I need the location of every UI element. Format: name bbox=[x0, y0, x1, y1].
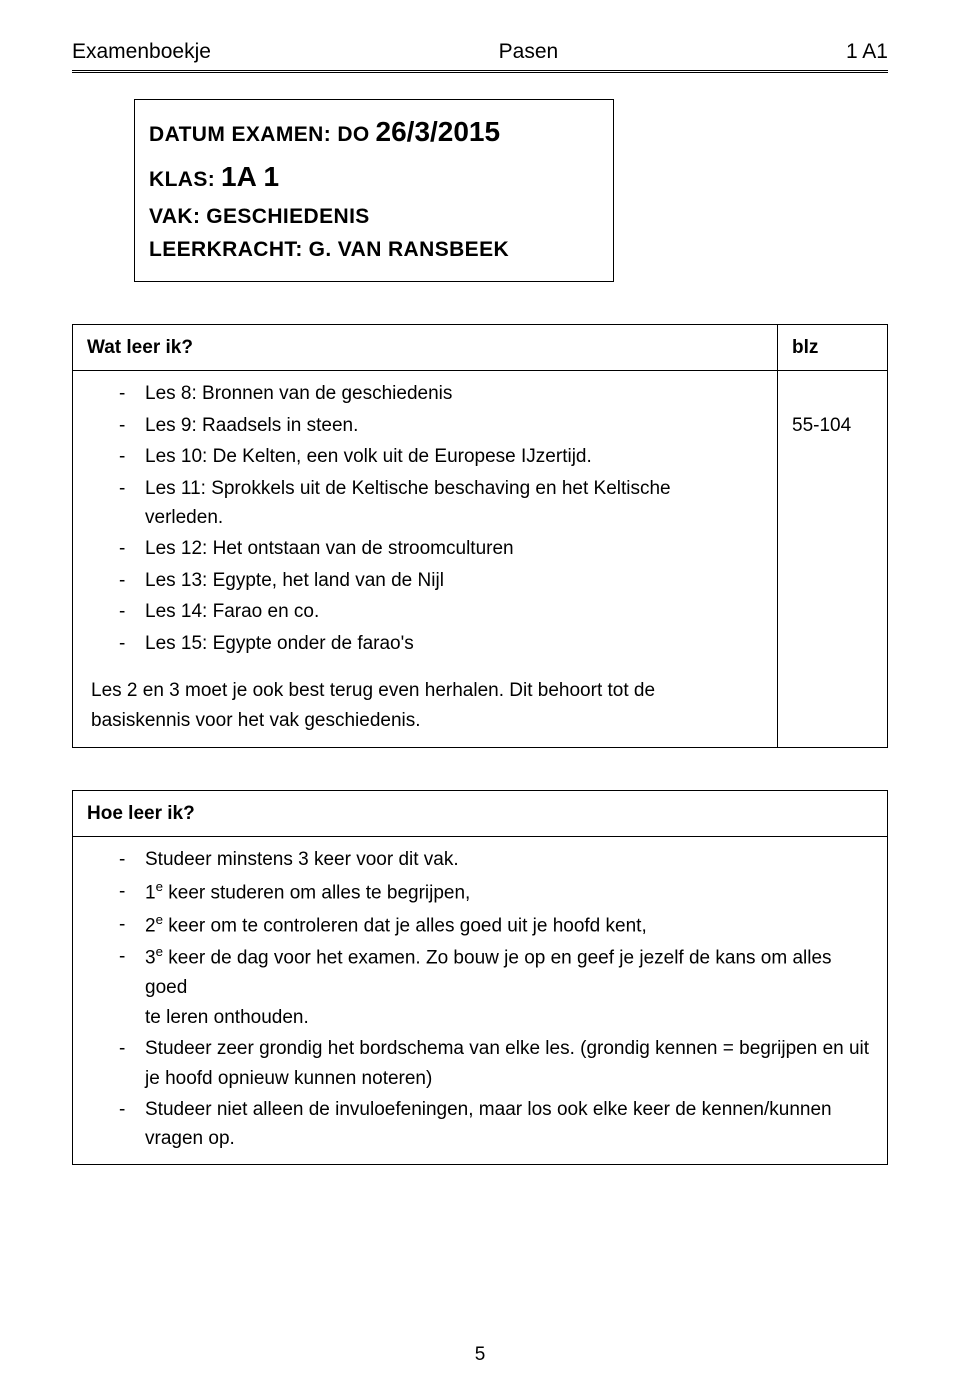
ordinal-sup: e bbox=[156, 944, 163, 959]
exam-subject-label: VAK: bbox=[149, 205, 200, 228]
header-center: Pasen bbox=[499, 40, 559, 64]
tip-continuation: vragen op. bbox=[145, 1128, 235, 1149]
list-item: Studeer minstens 3 keer voor dit vak. bbox=[119, 845, 873, 874]
exam-date-label: DATUM EXAMEN: DO bbox=[149, 123, 370, 146]
tip-text: Studeer niet alleen de invuloefeningen, … bbox=[145, 1099, 832, 1120]
list-item: Studeer zeer grondig het bordschema van … bbox=[119, 1034, 873, 1093]
tip-text: keer om te controleren dat je alles goed… bbox=[163, 915, 647, 936]
table-header-row: Wat leer ik? blz bbox=[73, 324, 888, 370]
blz-cell: 55-104 bbox=[778, 371, 888, 748]
wat-leer-ik-table: Wat leer ik? blz Les 8: Bronnen van de g… bbox=[72, 324, 888, 748]
tip-continuation: je hoofd opnieuw kunnen noteren) bbox=[145, 1068, 432, 1089]
list-item: 2e keer om te controleren dat je alles g… bbox=[119, 910, 873, 941]
exam-class-value: 1A 1 bbox=[221, 161, 279, 192]
table-content-row: Studeer minstens 3 keer voor dit vak. 1e… bbox=[73, 837, 888, 1164]
blz-value: 55-104 bbox=[792, 415, 851, 436]
page-header: Examenboekje Pasen 1 A1 bbox=[72, 40, 888, 64]
exam-subject-value: GESCHIEDENIS bbox=[206, 205, 370, 228]
ordinal-sup: e bbox=[156, 912, 163, 927]
list-item-continuation: verleden. bbox=[145, 507, 223, 528]
header-left: Examenboekje bbox=[72, 40, 211, 64]
blz-heading: blz bbox=[778, 324, 888, 370]
exam-teacher-label: LEERKRACHT: bbox=[149, 238, 303, 261]
note-line: basiskennis voor het vak geschiedenis. bbox=[91, 710, 421, 731]
list-item: 3e keer de dag voor het examen. Zo bouw … bbox=[119, 942, 873, 1032]
header-rule bbox=[72, 70, 888, 73]
page-number: 5 bbox=[0, 1344, 960, 1366]
study-tips-list: Studeer minstens 3 keer voor dit vak. 1e… bbox=[87, 845, 873, 1153]
wat-leer-ik-content: Les 8: Bronnen van de geschiedenis Les 9… bbox=[73, 371, 778, 748]
exam-date-line: DATUM EXAMEN: DO 26/3/2015 bbox=[149, 110, 599, 155]
ordinal-sup: e bbox=[156, 879, 163, 894]
list-item: Les 11: Sprokkels uit de Keltische besch… bbox=[119, 474, 763, 533]
exam-teacher-value: G. VAN RANSBEEK bbox=[309, 238, 509, 261]
tip-text: Studeer zeer grondig het bordschema van … bbox=[145, 1038, 869, 1059]
lesson-list: Les 8: Bronnen van de geschiedenis Les 9… bbox=[87, 379, 763, 658]
table-header-row: Hoe leer ik? bbox=[73, 791, 888, 837]
ordinal-num: 2 bbox=[145, 915, 156, 936]
list-item: Les 9: Raadsels in steen. bbox=[119, 411, 763, 440]
tip-text: keer studeren om alles te begrijpen, bbox=[163, 882, 470, 903]
hoe-leer-ik-table: Hoe leer ik? Studeer minstens 3 keer voo… bbox=[72, 790, 888, 1165]
list-item: Les 15: Egypte onder de farao's bbox=[119, 629, 763, 658]
list-item: Les 12: Het ontstaan van de stroomcultur… bbox=[119, 534, 763, 563]
hoe-leer-ik-heading: Hoe leer ik? bbox=[73, 791, 888, 837]
tip-continuation: te leren onthouden. bbox=[145, 1007, 309, 1028]
exam-date-value: 26/3/2015 bbox=[376, 116, 501, 147]
list-item: Les 8: Bronnen van de geschiedenis bbox=[119, 379, 763, 408]
wat-leer-ik-heading: Wat leer ik? bbox=[73, 324, 778, 370]
exam-teacher-line: LEERKRACHT: G. VAN RANSBEEK bbox=[149, 233, 599, 267]
header-right: 1 A1 bbox=[846, 40, 888, 64]
hoe-leer-ik-content: Studeer minstens 3 keer voor dit vak. 1e… bbox=[73, 837, 888, 1164]
list-item: Studeer niet alleen de invuloefeningen, … bbox=[119, 1095, 873, 1154]
ordinal-num: 1 bbox=[145, 882, 156, 903]
ordinal-num: 3 bbox=[145, 948, 156, 969]
list-item: Les 10: De Kelten, een volk uit de Europ… bbox=[119, 442, 763, 471]
exam-subject-line: VAK: GESCHIEDENIS bbox=[149, 200, 599, 234]
list-item: 1e keer studeren om alles te begrijpen, bbox=[119, 877, 873, 908]
tip-text: keer de dag voor het examen. Zo bouw je … bbox=[145, 948, 832, 998]
list-item-text: Les 11: Sprokkels uit de Keltische besch… bbox=[145, 478, 671, 499]
note-line: Les 2 en 3 moet je ook best terug even h… bbox=[91, 680, 655, 701]
exam-info-box: DATUM EXAMEN: DO 26/3/2015 KLAS: 1A 1 VA… bbox=[134, 99, 614, 282]
exam-class-label: KLAS: bbox=[149, 168, 215, 191]
table-content-row: Les 8: Bronnen van de geschiedenis Les 9… bbox=[73, 371, 888, 748]
list-item: Les 13: Egypte, het land van de Nijl bbox=[119, 566, 763, 595]
list-item: Les 14: Farao en co. bbox=[119, 597, 763, 626]
study-note: Les 2 en 3 moet je ook best terug even h… bbox=[87, 676, 763, 735]
exam-class-line: KLAS: 1A 1 bbox=[149, 155, 599, 200]
